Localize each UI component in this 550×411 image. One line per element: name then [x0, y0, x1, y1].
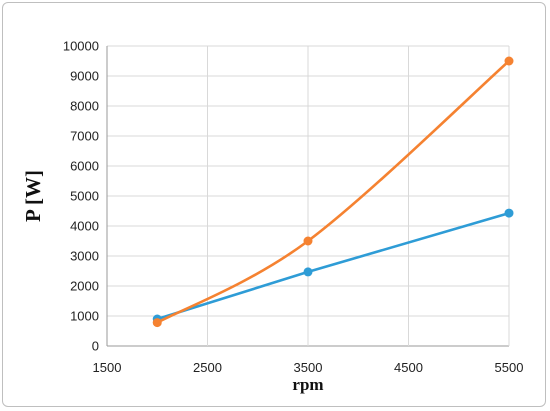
y-axis-title: P [W]	[21, 170, 45, 222]
grid-lines	[106, 45, 510, 347]
x-tick-label: 1500	[93, 360, 122, 375]
x-tick-label: 2500	[193, 360, 222, 375]
series-2-point	[303, 236, 313, 246]
series-2-line	[156, 60, 510, 324]
x-tick-label: 5500	[495, 360, 524, 375]
y-tick-label: 8000	[70, 99, 99, 114]
x-tick-label: 3500	[294, 360, 323, 375]
y-tick-label: 2000	[70, 279, 99, 294]
series-1-line	[156, 211, 510, 321]
x-tick-label: 4500	[394, 360, 423, 375]
y-tick-labels: 0 1000 2000 3000 4000 5000 6000 7000 8000 9000 100…	[63, 39, 99, 354]
series-2-point	[152, 318, 162, 328]
series-2-point	[504, 56, 514, 66]
chart-frame	[2, 2, 546, 407]
x-tick-labels: 1500 2500 3500 4500 5500	[93, 360, 524, 375]
y-tick-label: 7000	[70, 129, 99, 144]
y-tick-label: 4000	[70, 219, 99, 234]
series-1-point	[504, 208, 514, 218]
y-tick-label: 6000	[70, 159, 99, 174]
series-lines	[152, 56, 514, 328]
y-tick-label: 0	[92, 339, 99, 354]
series-1-point	[303, 267, 313, 277]
y-tick-label: 1000	[70, 309, 99, 324]
y-tick-label: 9000	[70, 69, 99, 84]
y-tick-label: 10000	[63, 39, 99, 54]
y-tick-label: 3000	[70, 249, 99, 264]
y-tick-label: 5000	[70, 189, 99, 204]
x-axis-title: rpm	[292, 375, 323, 394]
